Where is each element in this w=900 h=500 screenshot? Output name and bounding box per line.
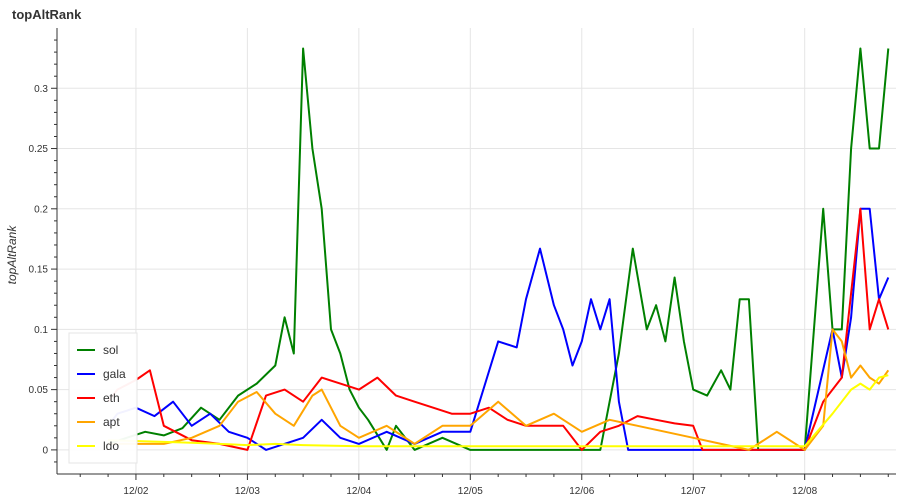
legend-label-sol: sol (103, 343, 118, 357)
x-tick-label: 12/05 (458, 486, 483, 497)
x-tick-label: 12/02 (123, 486, 148, 497)
series-line-ldo (108, 374, 889, 448)
series-layer (107, 47, 890, 451)
series-line-apt (108, 328, 890, 451)
y-tick-label: 0.05 (29, 385, 49, 396)
x-tick-label: 12/03 (235, 486, 260, 497)
y-tick-label: 0.3 (34, 84, 48, 95)
y-tick-label: 0.25 (29, 144, 49, 155)
series-line-eth (107, 207, 890, 451)
legend-label-apt: apt (103, 415, 120, 429)
y-tick-label: 0.1 (34, 325, 48, 336)
legend-label-ldo: ldo (103, 439, 119, 453)
x-tick-label: 12/07 (681, 486, 706, 497)
axis-layer: 0 0.05 0.1 0.15 0.2 0.25 0.3 12/02 12/03 12/04 12/… (29, 28, 896, 497)
chart-title: topAltRank (12, 7, 82, 22)
x-tick-label: 12/06 (569, 486, 594, 497)
y-axis-label: topAltRank (5, 225, 19, 285)
y-tick-label: 0.2 (34, 204, 48, 215)
x-tick-label: 12/04 (346, 486, 371, 497)
grid-layer (57, 28, 896, 474)
series-line-gala (107, 207, 890, 451)
y-tick-label: 0 (42, 445, 48, 456)
x-tick-label: 12/08 (792, 486, 817, 497)
legend-label-gala: gala (103, 367, 126, 381)
y-tick-label: 0.15 (29, 265, 49, 276)
legend-label-eth: eth (103, 391, 120, 405)
legend: sol gala eth apt ldo (68, 332, 138, 464)
